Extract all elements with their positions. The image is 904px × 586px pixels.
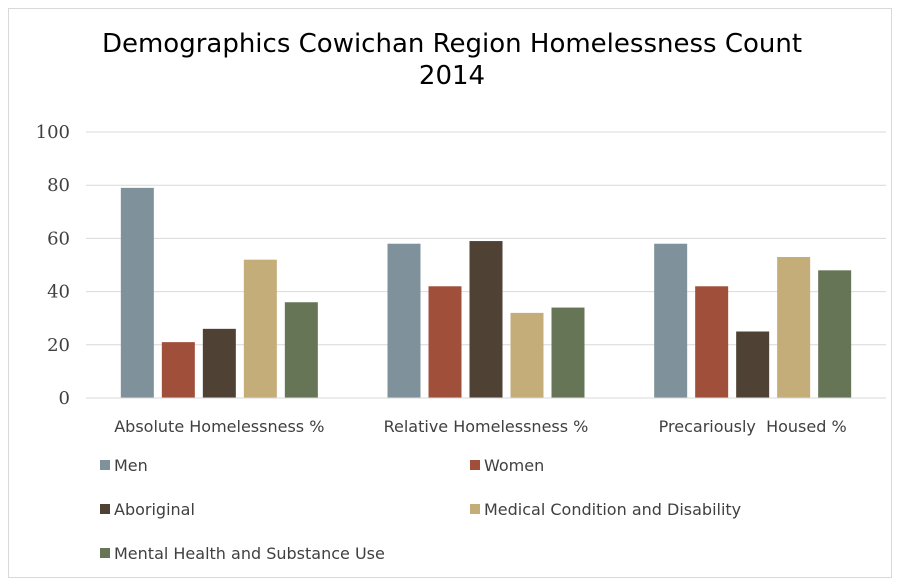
bar-1-1 bbox=[428, 286, 462, 398]
y-tick-label: 60 bbox=[47, 228, 70, 249]
legend-label: Aboriginal bbox=[114, 499, 195, 519]
legend-item: Mental Health and Substance Use bbox=[100, 543, 385, 563]
bar-1-2 bbox=[469, 241, 503, 398]
bar-0-1 bbox=[161, 342, 195, 398]
legend-swatch bbox=[470, 460, 480, 470]
bar-2-1 bbox=[695, 286, 729, 398]
legend-swatch bbox=[100, 504, 110, 514]
legend-item: Medical Condition and Disability bbox=[470, 499, 741, 519]
legend-swatch bbox=[100, 460, 110, 470]
y-tick-label: 100 bbox=[36, 122, 70, 143]
y-tick-label: 0 bbox=[59, 388, 70, 409]
legend-item: Women bbox=[470, 455, 544, 475]
y-tick-label: 40 bbox=[47, 282, 70, 303]
legend-label: Women bbox=[484, 455, 545, 475]
bar-1-3 bbox=[510, 312, 544, 398]
x-category-label: Relative Homelessness % bbox=[384, 417, 589, 436]
legend-label: Mental Health and Substance Use bbox=[114, 543, 385, 563]
bar-1-4 bbox=[551, 307, 585, 398]
y-tick-label: 20 bbox=[47, 335, 70, 356]
bar-0-0 bbox=[120, 187, 154, 398]
x-category-label: Precariously Housed % bbox=[659, 417, 847, 436]
chart-title: Demographics Cowichan Region Homelessnes… bbox=[101, 29, 803, 59]
bar-2-0 bbox=[654, 243, 688, 398]
chart-title-block: Demographics Cowichan Region Homelessnes… bbox=[0, 28, 904, 92]
bar-0-3 bbox=[243, 259, 277, 398]
y-tick-label: 80 bbox=[47, 175, 70, 196]
chart-subtitle: 2014 bbox=[418, 61, 486, 91]
legend-item: Aboriginal bbox=[100, 499, 195, 519]
legend-label: Men bbox=[114, 455, 148, 475]
x-category-label: Absolute Homelessness % bbox=[114, 417, 324, 436]
bar-2-3 bbox=[777, 257, 811, 398]
legend-label: Medical Condition and Disability bbox=[484, 499, 742, 519]
legend-swatch bbox=[470, 504, 480, 514]
bar-1-0 bbox=[387, 243, 421, 398]
bar-0-2 bbox=[202, 328, 236, 398]
bar-2-4 bbox=[818, 270, 852, 398]
legend-swatch bbox=[100, 548, 110, 558]
bar-2-2 bbox=[736, 331, 770, 398]
legend-item: Men bbox=[100, 455, 148, 475]
bar-0-4 bbox=[284, 302, 318, 398]
